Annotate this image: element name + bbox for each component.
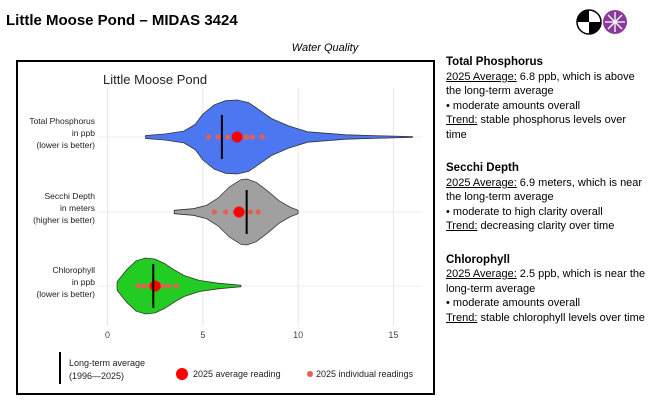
trend-text: stable phosphorus levels over time — [446, 114, 626, 141]
individual-reading-point — [211, 209, 217, 215]
quartered-circle-logo-icon — [576, 9, 602, 35]
average-label: 2025 Average: — [446, 268, 517, 280]
trend-text: decreasing clarity over time — [477, 220, 615, 232]
individual-reading-point — [160, 283, 166, 289]
logos — [576, 9, 627, 35]
category-label: Chlorophyll — [52, 265, 95, 275]
violin-shape — [145, 99, 413, 175]
individual-reading-point — [165, 283, 172, 289]
summary-bullet: • moderate amounts overall — [446, 297, 581, 309]
individual-reading-point — [225, 134, 231, 140]
trend-label: Trend: — [446, 220, 478, 232]
summary-average: 2025 Average: 2.5 ppb, which is near the… — [446, 267, 646, 296]
violin-group — [145, 99, 413, 175]
average-label: 2025 Average: — [446, 176, 517, 189]
category-label: (higher is better) — [33, 215, 95, 225]
trend-label: Trend: — [446, 114, 478, 126]
average-reading-point — [149, 280, 161, 292]
summary-title: Chlorophyll — [446, 253, 510, 266]
violin-shape — [116, 257, 242, 315]
category-label: Total Phosphorus — [29, 116, 95, 126]
summary-title: Secchi Depth — [446, 162, 519, 174]
violin-chart: Little Moose Pond Total Phosphorus in ppb (… — [29, 72, 422, 384]
summary-average: 2025 Average: 6.8 ppb, which is above th… — [446, 70, 646, 99]
individual-reading-point — [259, 134, 265, 140]
average-reading-point — [231, 131, 243, 143]
legend-label: 2025 average reading — [193, 369, 281, 379]
individual-reading-point — [244, 134, 250, 140]
legend-individual-icon — [307, 371, 313, 377]
chart-title: Little Moose Pond — [103, 72, 207, 87]
legend-label: 2025 individual readings — [316, 369, 414, 379]
category-label: in ppb — [72, 128, 95, 138]
individual-reading-point — [205, 134, 212, 140]
summary-average: 2025 Average: 6.9 meters, which is near … — [446, 176, 646, 205]
legend-label: Long-term average — [69, 358, 145, 368]
summary-secchi: Secchi Depth 2025 Average: 6.9 meters, w… — [446, 161, 646, 234]
x-tick-label: 0 — [105, 330, 110, 340]
summary-chlorophyll: Chlorophyll 2025 Average: 2.5 ppb, which… — [446, 253, 646, 326]
individual-reading-point — [255, 209, 261, 215]
average-label: 2025 Average: — [446, 70, 517, 83]
summary-title: Total Phosphorus — [446, 56, 543, 68]
page-subtitle: Water Quality — [291, 42, 359, 54]
summary-trend: Trend: stable chlorophyll levels over ti… — [446, 311, 646, 326]
violin-group — [116, 257, 242, 315]
violin-group — [173, 178, 299, 246]
x-tick-label: 15 — [388, 330, 398, 340]
summary-bullet: • moderate to high clarity overall — [446, 205, 603, 218]
category-label: Secchi Depth — [44, 191, 95, 201]
individual-reading-point — [135, 283, 141, 289]
trend-label: Trend: — [446, 311, 478, 324]
average-text: 6.9 meters, which is near the long-term … — [446, 176, 643, 204]
average-text: 6.8 ppb, which is above the long-term av… — [446, 70, 635, 98]
average-text: 2.5 ppb, which is near the long-term ave… — [446, 268, 646, 295]
category-label: in ppb — [72, 277, 95, 287]
average-reading-point — [233, 206, 245, 218]
category-label: in meters — [60, 203, 95, 213]
summary-trend: Trend: stable phosphorus levels over tim… — [446, 113, 646, 142]
individual-reading-point — [215, 134, 221, 140]
purple-asterisk-circle-logo-icon — [603, 10, 627, 34]
individual-reading-point — [247, 209, 254, 215]
category-label: (lower is better) — [36, 140, 95, 150]
x-tick-label: 10 — [293, 330, 303, 340]
page-title: Little Moose Pond – MIDAS 3424 — [6, 12, 238, 29]
x-tick-label: 5 — [200, 330, 205, 340]
legend-label: (1996—2025) — [69, 371, 124, 381]
individual-reading-point — [173, 283, 179, 289]
legend-average-icon — [176, 368, 188, 380]
chart-frame: Little Moose Pond Total Phosphorus in ppb (… — [16, 60, 435, 395]
summary-bullet: • moderate amounts overall — [446, 99, 581, 112]
individual-reading-point — [223, 209, 229, 215]
summary-panel: Total Phosphorus 2025 Average: 6.8 ppb, … — [446, 55, 646, 344]
individual-reading-point — [141, 283, 147, 289]
trend-text: stable chlorophyll levels over time — [477, 311, 645, 324]
individual-reading-point — [249, 134, 255, 140]
category-label: (lower is better) — [36, 289, 95, 299]
summary-trend: Trend: decreasing clarity over time — [446, 219, 646, 234]
summary-phosphorus: Total Phosphorus 2025 Average: 6.8 ppb, … — [446, 55, 646, 142]
